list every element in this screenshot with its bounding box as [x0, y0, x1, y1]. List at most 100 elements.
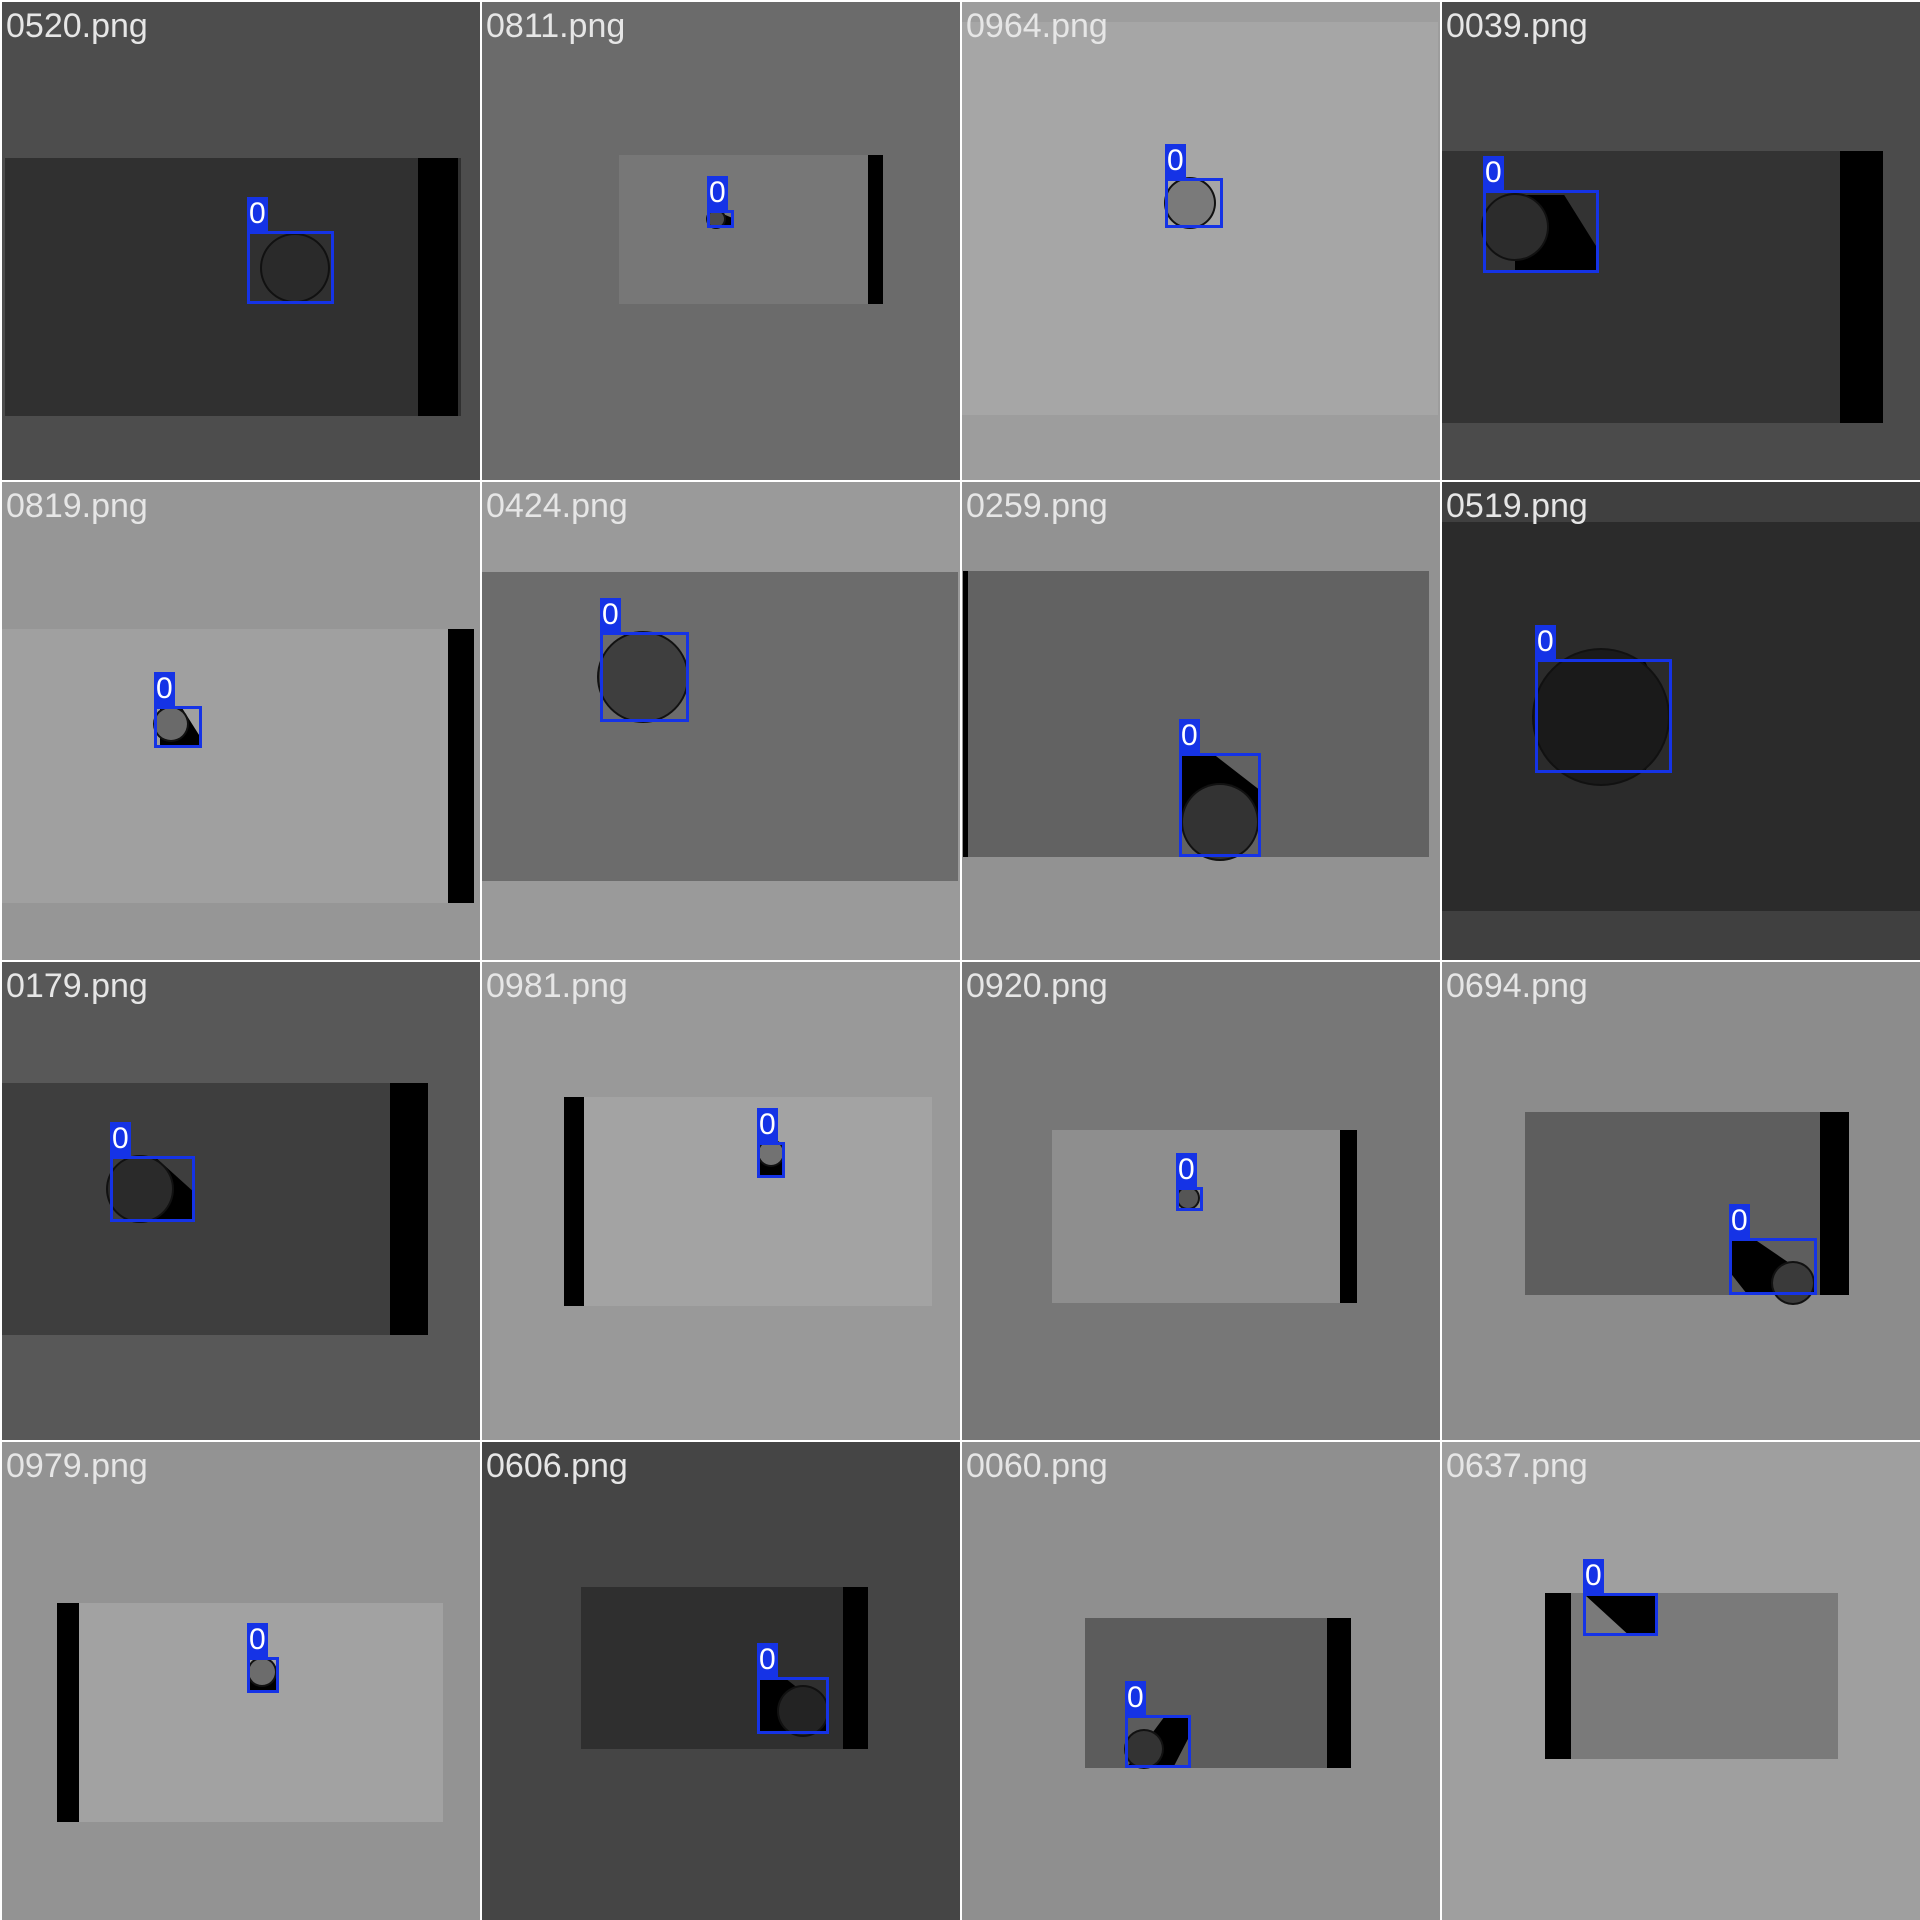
edge-bar	[448, 629, 474, 903]
detection-box[interactable]	[247, 1657, 279, 1693]
edge-bar	[1820, 1112, 1849, 1295]
image-tile[interactable]: 0 0981.png	[482, 962, 960, 1440]
edge-bar	[963, 571, 968, 857]
image-tile[interactable]: 0 0179.png	[2, 962, 480, 1440]
detection-box[interactable]	[1535, 659, 1672, 773]
detection-class-label: 0	[757, 1643, 778, 1677]
object-disc	[1183, 785, 1257, 859]
object-disc	[779, 1687, 827, 1735]
edge-bar	[390, 1083, 428, 1335]
detection-class-label: 0	[757, 1108, 778, 1142]
object-disc	[249, 1659, 275, 1685]
image-tile[interactable]: 0 0920.png	[962, 962, 1440, 1440]
detection-class-label: 0	[1125, 1681, 1146, 1715]
object-disc	[1773, 1263, 1813, 1303]
tile-filename: 0519.png	[1446, 487, 1588, 525]
tray-region	[5, 158, 461, 416]
detection-class-label: 0	[1483, 156, 1504, 190]
detection-class-label: 0	[1729, 1204, 1750, 1238]
image-tile[interactable]: 0 0811.png	[482, 2, 960, 480]
edge-bar	[1545, 1593, 1571, 1759]
detection-box[interactable]	[757, 1142, 785, 1178]
image-tile[interactable]: 0 0964.png	[962, 2, 1440, 480]
image-tile[interactable]: 0 0694.png	[1442, 962, 1920, 1440]
tile-filename: 0979.png	[6, 1447, 148, 1485]
image-tile[interactable]: 0 0060.png	[962, 1442, 1440, 1920]
tile-filename: 0964.png	[966, 7, 1108, 45]
detection-class-label: 0	[247, 197, 268, 231]
tray-region	[1052, 1130, 1342, 1303]
detection-box[interactable]	[247, 231, 334, 304]
image-tile[interactable]: 0 0259.png	[962, 482, 1440, 960]
edge-bar	[418, 158, 458, 416]
object-disc	[599, 633, 687, 721]
edge-bar	[1327, 1618, 1351, 1768]
detection-box[interactable]	[154, 706, 202, 748]
detection-box[interactable]	[1125, 1715, 1191, 1768]
detection-box[interactable]	[1176, 1187, 1203, 1211]
tray-region	[619, 155, 881, 304]
edge-bar	[1340, 1130, 1357, 1303]
image-tile[interactable]: 0 0424.png	[482, 482, 960, 960]
tile-filename: 0694.png	[1446, 967, 1588, 1005]
object-disc	[759, 1141, 783, 1165]
object-disc	[1483, 195, 1547, 259]
image-tile[interactable]: 0 0819.png	[2, 482, 480, 960]
detection-class-label: 0	[247, 1623, 268, 1657]
object-disc	[708, 211, 724, 227]
edge-bar	[564, 1097, 584, 1306]
object-disc	[1178, 1188, 1198, 1208]
detection-box[interactable]	[757, 1677, 829, 1734]
detection-box[interactable]	[1179, 753, 1261, 857]
tray-region	[482, 572, 958, 881]
tile-filename: 0039.png	[1446, 7, 1588, 45]
detection-box[interactable]	[1583, 1593, 1658, 1636]
tile-filename: 0259.png	[966, 487, 1108, 525]
detection-box[interactable]	[600, 632, 689, 722]
tile-filename: 0637.png	[1446, 1447, 1588, 1485]
tray-region	[1545, 1593, 1838, 1759]
tile-filename: 0819.png	[6, 487, 148, 525]
detection-box[interactable]	[110, 1156, 195, 1222]
image-tile[interactable]: 0 0520.png	[2, 2, 480, 480]
detection-class-label: 0	[110, 1122, 131, 1156]
detection-class-label: 0	[1165, 144, 1186, 178]
detection-class-label: 0	[1176, 1153, 1197, 1187]
detection-box[interactable]	[1165, 178, 1223, 228]
object-disc	[1166, 179, 1214, 227]
tile-filename: 0179.png	[6, 967, 148, 1005]
detection-box[interactable]	[1483, 190, 1599, 273]
image-tile[interactable]: 0 0637.png	[1442, 1442, 1920, 1920]
detection-box[interactable]	[707, 210, 734, 228]
object-disc	[108, 1157, 172, 1221]
image-tile[interactable]: 0 0039.png	[1442, 2, 1920, 480]
detection-class-label: 0	[1179, 719, 1200, 753]
tray-region	[564, 1097, 932, 1306]
tile-filename: 0920.png	[966, 967, 1108, 1005]
tile-filename: 0060.png	[966, 1447, 1108, 1485]
image-tile[interactable]: 0 0979.png	[2, 1442, 480, 1920]
detection-class-label: 0	[154, 672, 175, 706]
object-disc	[262, 235, 328, 301]
detection-class-label: 0	[600, 598, 621, 632]
tile-filename: 0520.png	[6, 7, 148, 45]
detection-class-label: 0	[707, 176, 728, 210]
edge-bar	[868, 155, 883, 304]
object-disc	[1534, 650, 1668, 784]
detection-class-label: 0	[1535, 625, 1556, 659]
detection-class-label: 0	[1583, 1559, 1604, 1593]
tile-filename: 0424.png	[486, 487, 628, 525]
tile-filename: 0981.png	[486, 967, 628, 1005]
edge-bar	[1840, 151, 1883, 423]
tray-region	[2, 1083, 428, 1335]
tray-region	[2, 629, 474, 903]
detection-box[interactable]	[1729, 1238, 1817, 1295]
object-disc	[155, 708, 187, 740]
tray-region	[1442, 522, 1920, 911]
object-disc	[1126, 1731, 1162, 1767]
image-tile[interactable]: 0 0606.png	[482, 1442, 960, 1920]
image-tile[interactable]: 0 0519.png	[1442, 482, 1920, 960]
edge-bar	[843, 1587, 868, 1749]
tile-filename: 0606.png	[486, 1447, 628, 1485]
